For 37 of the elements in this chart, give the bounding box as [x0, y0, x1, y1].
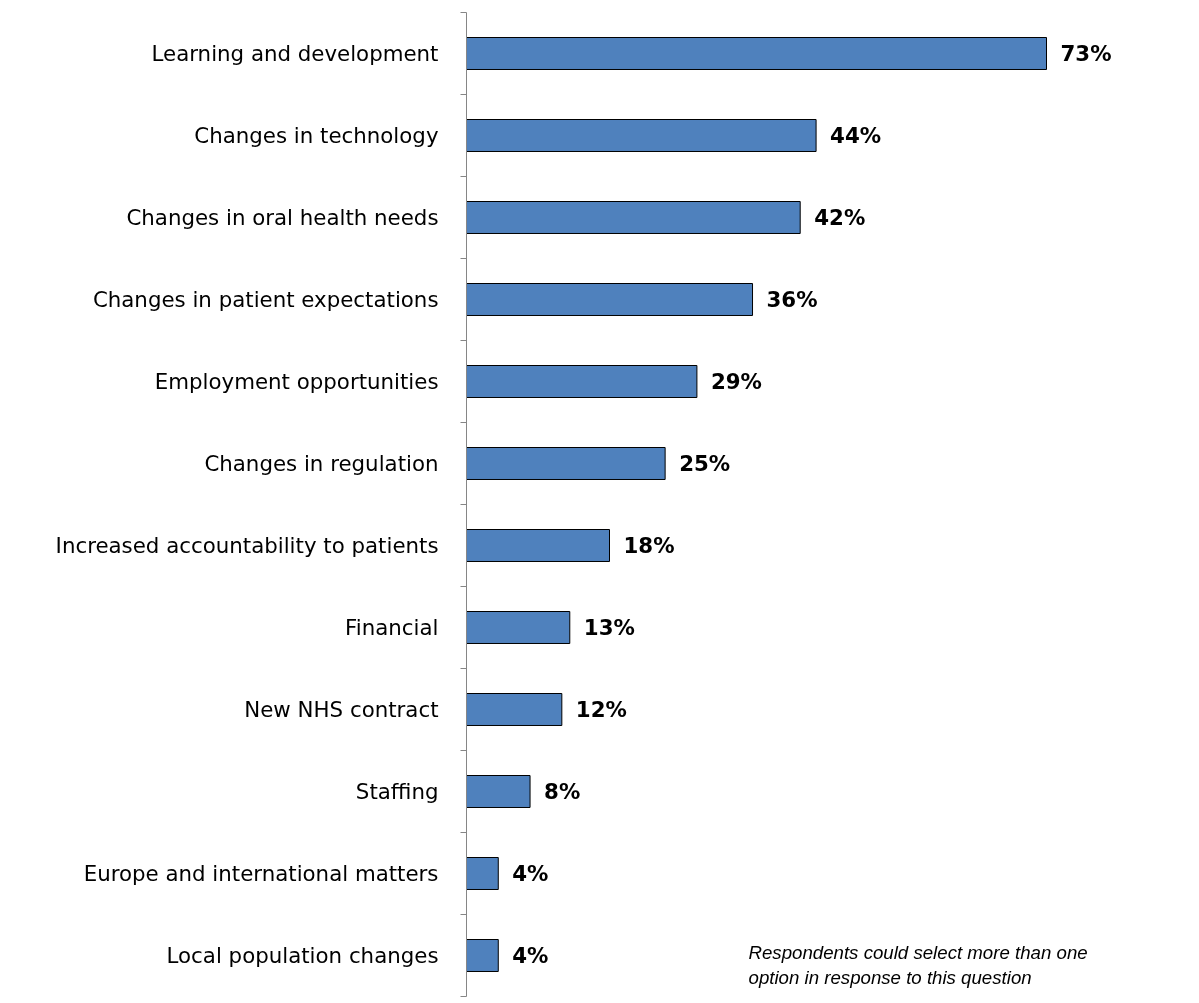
y-tick-label: Changes in patient expectations: [92, 287, 439, 312]
bar: [466, 529, 611, 562]
data-label: 25%: [679, 451, 731, 476]
y-tick-label: Employment opportunities: [154, 369, 439, 394]
data-label: 13%: [583, 615, 635, 640]
data-label: 12%: [575, 697, 627, 722]
y-tick-label: Learning and development: [151, 41, 439, 66]
bar: [466, 37, 1047, 70]
y-tick-label: Staffing: [355, 779, 439, 804]
bar: [466, 447, 666, 480]
data-label: 8%: [544, 779, 581, 804]
y-tick-label: Increased accountability to patients: [55, 533, 439, 558]
y-tick-label: Financial: [345, 615, 439, 640]
bar: [466, 365, 698, 398]
annotation: Respondents could select more than one option in response to this question: [748, 942, 1088, 989]
data-label: 4%: [512, 861, 549, 886]
bar: [466, 119, 817, 152]
y-tick-label: Local population changes: [166, 943, 439, 968]
y-tick-label: Changes in technology: [194, 123, 439, 148]
bar: [466, 857, 499, 890]
data-label: 36%: [766, 287, 818, 312]
bar: [466, 939, 499, 972]
data-label: 44%: [830, 123, 882, 148]
y-tick-label: Europe and international matters: [83, 861, 439, 886]
data-label: 73%: [1060, 41, 1112, 66]
data-label: 18%: [623, 533, 675, 558]
data-label: 4%: [512, 943, 549, 968]
bar: [466, 201, 801, 234]
bar: [466, 283, 754, 316]
data-label: 29%: [710, 369, 762, 394]
y-tick-label: Changes in oral health needs: [126, 205, 439, 230]
y-tick-label: New NHS contract: [244, 697, 439, 722]
bar: [466, 693, 563, 726]
y-tick-label: Changes in regulation: [204, 451, 439, 476]
data-label: 42%: [814, 205, 866, 230]
bar: [466, 775, 531, 808]
bar: [466, 611, 571, 644]
